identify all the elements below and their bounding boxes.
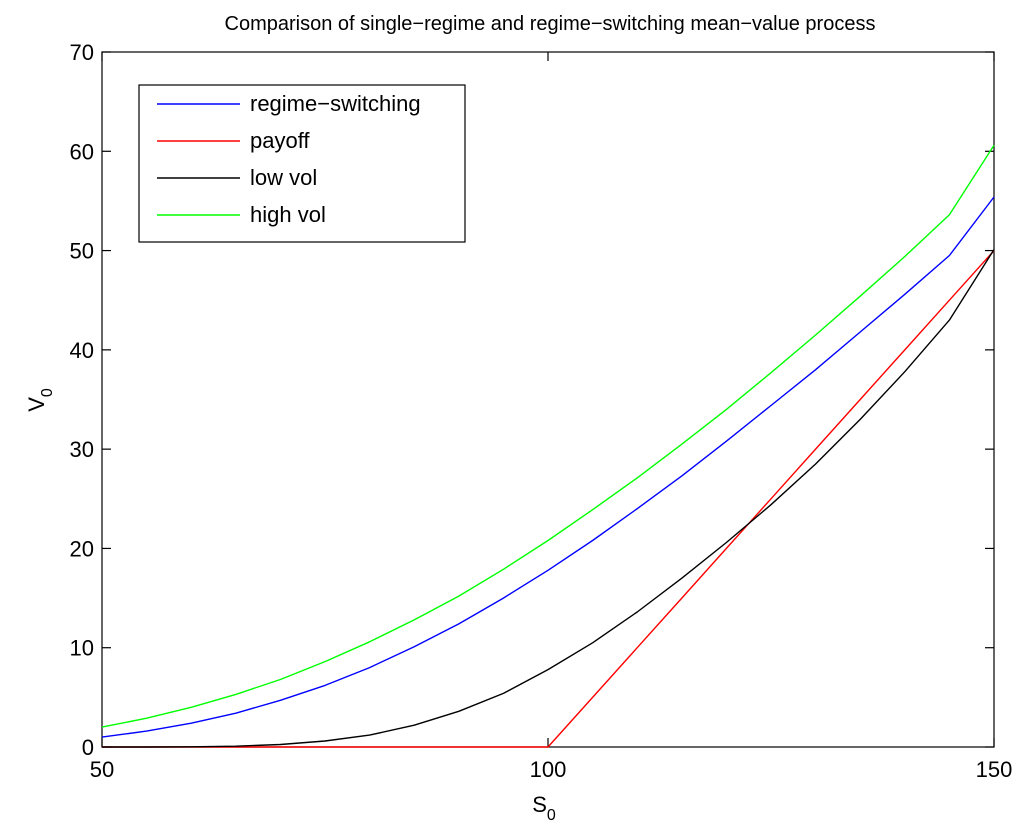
y-tick-label: 30	[70, 437, 94, 462]
legend-label: high vol	[250, 202, 326, 227]
x-axis-label: S0	[532, 792, 556, 824]
y-tick-label: 20	[70, 536, 94, 561]
y-tick-label: 10	[70, 636, 94, 661]
series-line-low-vol	[102, 249, 995, 748]
legend-label: payoff	[250, 128, 310, 153]
x-tick-label: 50	[90, 757, 114, 782]
legend-label: low vol	[250, 165, 317, 190]
series-line-payoff	[102, 250, 995, 748]
x-tick-label: 150	[976, 757, 1013, 782]
legend-box	[138, 84, 466, 243]
legend-label: regime−switching	[250, 91, 421, 116]
x-tick-label: 100	[530, 757, 567, 782]
legend: regime−switching payoff low vol high vol	[138, 84, 466, 243]
series-line-regime-switching	[101, 196, 995, 738]
chart-title: Comparison of single−regime and regime−s…	[225, 13, 876, 35]
series-line-high-vol	[101, 144, 995, 728]
y-tick-label: 60	[70, 139, 94, 164]
y-axis-label: V0	[24, 388, 56, 412]
y-tick-label: 50	[70, 239, 94, 264]
y-tick-label: 70	[70, 40, 94, 65]
y-tick-label: 0	[82, 735, 94, 760]
y-tick-label: 40	[70, 338, 94, 363]
